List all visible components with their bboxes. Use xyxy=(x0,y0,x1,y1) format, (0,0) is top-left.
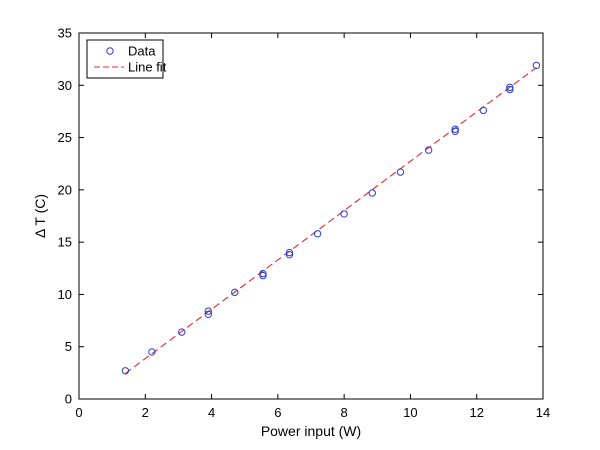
data-point xyxy=(231,288,239,297)
y-tick-label: 30 xyxy=(58,78,72,93)
data-point xyxy=(259,271,267,280)
data-point xyxy=(396,168,405,176)
x-tick-label: 8 xyxy=(341,405,348,420)
data-point xyxy=(313,230,322,238)
legend-data-label: Data xyxy=(128,44,156,59)
y-tick-label: 35 xyxy=(58,26,72,41)
y-tick-label: 0 xyxy=(65,392,72,407)
legend-fit-label: Line fit xyxy=(128,60,167,75)
axis-ticks xyxy=(78,32,544,400)
legend-box xyxy=(86,39,164,79)
data-point xyxy=(424,146,433,154)
data-point xyxy=(506,85,514,94)
y-tick-label: 25 xyxy=(58,130,72,145)
y-tick-label: 15 xyxy=(58,235,72,250)
data-point xyxy=(204,310,212,318)
data-point xyxy=(451,125,459,133)
x-tick-label: 14 xyxy=(536,405,550,420)
x-tick-label: 12 xyxy=(469,405,483,420)
y-tick-label: 10 xyxy=(58,287,72,302)
data-point xyxy=(451,127,459,135)
legend-data-marker-icon xyxy=(106,47,114,55)
data-point xyxy=(178,328,186,336)
series-layer xyxy=(121,61,541,375)
data-point xyxy=(506,83,514,92)
x-tick-label: 2 xyxy=(142,405,149,420)
data-point xyxy=(204,307,212,315)
data-point xyxy=(368,189,377,197)
data-point xyxy=(285,250,294,259)
data-point xyxy=(148,348,156,356)
y-tick-label: 5 xyxy=(65,339,72,354)
y-tick-label: 20 xyxy=(58,182,72,197)
x-tick-label: 0 xyxy=(75,405,82,420)
data-point xyxy=(532,61,541,70)
axis-tick-labels: 0 2 4 6 8 10 12 14 0 5 10 15 20 25 30 35 xyxy=(58,26,551,421)
x-tick-label: 6 xyxy=(274,405,281,420)
data-point xyxy=(121,367,130,375)
data-point xyxy=(479,106,488,115)
line-fit-series xyxy=(125,67,537,374)
legend: Data Line fit xyxy=(86,39,167,79)
data-point xyxy=(285,248,294,257)
data-point xyxy=(259,269,267,278)
data-point xyxy=(340,210,348,218)
plot-area xyxy=(78,32,544,400)
y-axis-label: Δ T (C) xyxy=(32,194,48,238)
x-axis-label: Power input (W) xyxy=(261,423,361,439)
x-tick-label: 10 xyxy=(403,405,417,420)
x-tick-label: 4 xyxy=(208,405,215,420)
